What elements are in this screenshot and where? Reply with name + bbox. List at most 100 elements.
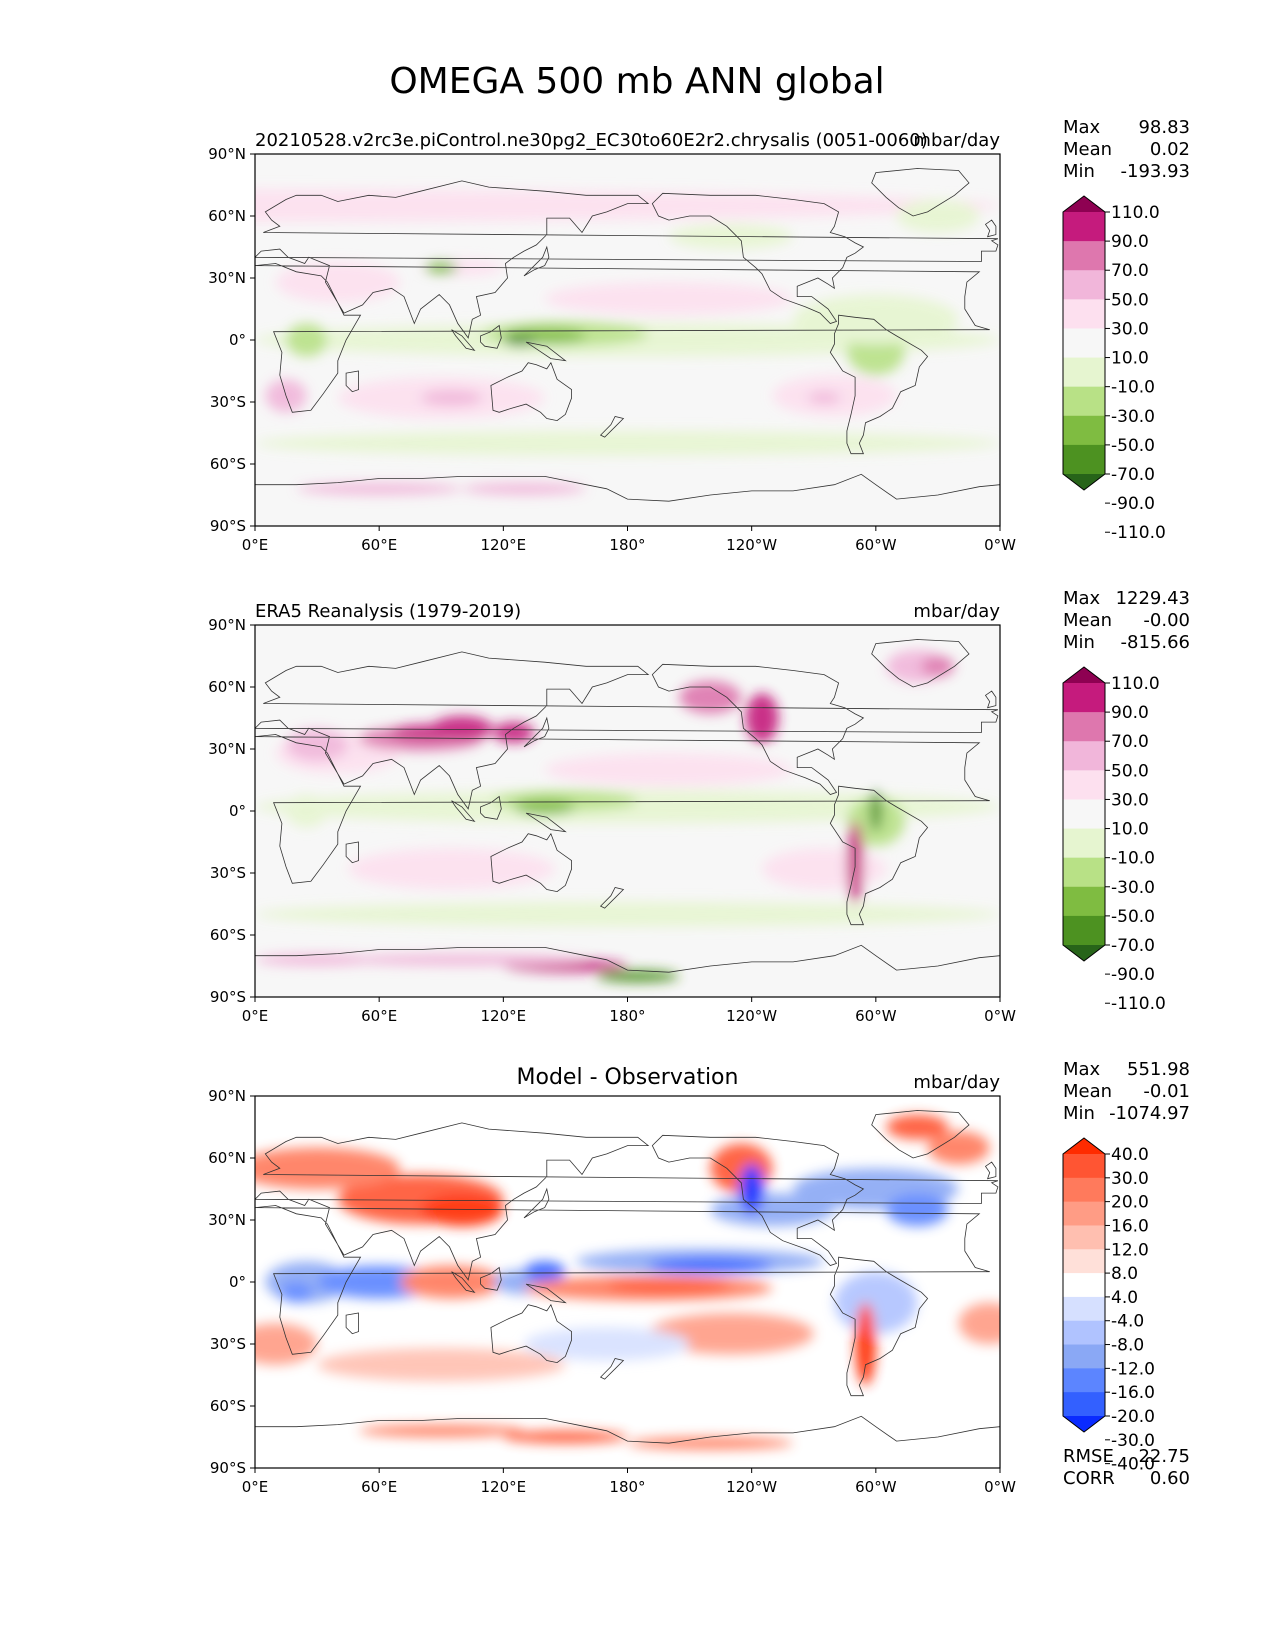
lon-tick-label: 60°E — [361, 1478, 397, 1496]
field-region — [255, 1323, 318, 1365]
colorbar-label: -40.0 — [1111, 1455, 1155, 1475]
panel-model: 90°N 60°N 30°N 0° 30°S 60°S 90°S0°E 60°E 120°E 18… — [208, 117, 1190, 554]
lon-tick-label: 180° — [609, 536, 645, 554]
field-region — [286, 323, 328, 357]
lon-tick-label: 120°W — [726, 536, 777, 554]
stat-value: 98.83 — [1138, 117, 1190, 138]
field-region — [255, 189, 1000, 223]
lon-tick-label: 120°E — [481, 1478, 527, 1496]
figure-title: OMEGA 500 mb ANN global — [389, 61, 884, 102]
colorbar-swatch — [1063, 799, 1105, 830]
map-field — [255, 625, 1000, 997]
field-anomalies — [255, 649, 1000, 983]
stat-label: Max — [1063, 1059, 1101, 1080]
field-region — [348, 848, 556, 890]
field-region — [927, 1131, 990, 1165]
stat-value: 551.98 — [1127, 1059, 1190, 1080]
lon-tick-label: 60°E — [361, 536, 397, 554]
colorbar-label: -90.0 — [1111, 965, 1155, 985]
colorbar: 40.0 30.0 20.0 16.0 12.0 8.0 4.0 -4.0 -8.0 -12.0 -… — [1062, 1137, 1155, 1475]
field-region — [627, 1437, 794, 1450]
field-region — [275, 261, 400, 303]
colorbar-extend-max — [1063, 667, 1105, 683]
colorbar-swatch — [1063, 712, 1105, 742]
colorbar-label: -20.0 — [1111, 1407, 1155, 1427]
lat-tick-label: 90°S — [210, 1459, 246, 1477]
colorbar-swatch — [1063, 915, 1105, 946]
colorbar-swatch — [1063, 1177, 1105, 1203]
field-anomalies — [255, 1114, 1000, 1450]
field-region — [255, 953, 380, 966]
field-region — [648, 1257, 773, 1274]
colorbar-label: 10.0 — [1111, 820, 1149, 840]
panel-obs: 90°N 60°N 30°N 0° 30°S 60°S 90°S0°E 60°E 120°E 18… — [208, 588, 1190, 1025]
field-region — [896, 199, 980, 233]
lon-tick-label: 60°W — [855, 536, 897, 554]
colorbar-extend-min — [1063, 945, 1105, 961]
panel-left-title: ERA5 Reanalysis (1979-2019) — [255, 601, 521, 622]
lat-tick-label: 60°N — [208, 1149, 246, 1167]
field-region — [358, 1424, 525, 1438]
colorbar-label: -110.0 — [1111, 523, 1166, 543]
colorbar-label: -16.0 — [1111, 1383, 1155, 1403]
field-region — [424, 261, 458, 274]
colorbar-label: -50.0 — [1111, 436, 1155, 456]
colorbar-label: -8.0 — [1111, 1336, 1144, 1356]
field-region — [317, 1348, 566, 1382]
colorbar-label: 90.0 — [1111, 232, 1149, 252]
colorbar-swatch — [1063, 241, 1105, 271]
lat-tick-label: 60°S — [210, 926, 246, 944]
colorbar-swatch — [1063, 1320, 1105, 1346]
lon-tick-label: 0°E — [242, 1007, 269, 1025]
colorbar-swatch — [1063, 212, 1105, 242]
colorbar-label: 70.0 — [1111, 261, 1149, 281]
field-region — [606, 1277, 731, 1295]
lon-tick-label: 0°W — [984, 536, 1016, 554]
colorbar-label: 30.0 — [1111, 319, 1149, 339]
colorbar-extend-min — [1063, 1416, 1105, 1432]
field-region — [855, 1302, 876, 1386]
colorbar-label: -50.0 — [1111, 907, 1155, 927]
field-region — [286, 728, 349, 762]
colorbar-label: 70.0 — [1111, 732, 1149, 752]
coastlines — [255, 1110, 1000, 1468]
extra-stat-label: RMSE — [1063, 1446, 1114, 1467]
panel-diff: 90°N 60°N 30°N 0° 30°S 60°S 90°S0°E 60°E 120°E 18… — [208, 1059, 1190, 1496]
lon-tick-label: 60°E — [361, 1007, 397, 1025]
panel-units: mbar/day — [913, 1072, 1000, 1093]
stat-value: -815.66 — [1121, 632, 1190, 653]
colorbar-swatch — [1063, 1154, 1105, 1179]
lon-tick-label: 120°W — [726, 1007, 777, 1025]
colorbar-swatch — [1063, 1273, 1105, 1298]
stat-label: Min — [1063, 1103, 1095, 1124]
field-region — [648, 755, 773, 776]
stat-value: 1229.43 — [1116, 588, 1190, 609]
lon-tick-label: 120°E — [481, 1007, 527, 1025]
field-region — [793, 294, 959, 345]
colorbar-label: -12.0 — [1111, 1359, 1155, 1379]
colorbar-swatch — [1063, 444, 1105, 475]
lat-tick-label: 0° — [229, 802, 246, 820]
colorbar-swatch — [1063, 741, 1105, 771]
colorbar-label: -30.0 — [1111, 1431, 1155, 1451]
field-region — [337, 953, 587, 966]
lon-tick-label: 180° — [609, 1007, 645, 1025]
field-region — [420, 389, 483, 407]
field-region — [461, 482, 587, 495]
field-region — [513, 798, 576, 816]
panels: 90°N60°N30°N0°30°S60°S90°S0°E 60°E 120°E 18… — [208, 117, 1190, 1496]
field-region — [958, 1302, 1000, 1344]
lon-tick-label: 120°W — [726, 1478, 777, 1496]
lat-tick-label: 60°S — [210, 1397, 246, 1415]
map-field — [255, 1096, 1000, 1468]
colorbar-swatch — [1063, 770, 1105, 800]
lat-tick-label: 60°N — [208, 207, 246, 225]
colorbar-label: -10.0 — [1111, 378, 1155, 398]
field-region — [762, 848, 887, 890]
field-region — [503, 333, 537, 347]
colorbar-extend-max — [1063, 196, 1105, 212]
colorbar-swatch — [1063, 328, 1105, 359]
field-region — [869, 790, 883, 832]
field-region — [596, 970, 680, 983]
